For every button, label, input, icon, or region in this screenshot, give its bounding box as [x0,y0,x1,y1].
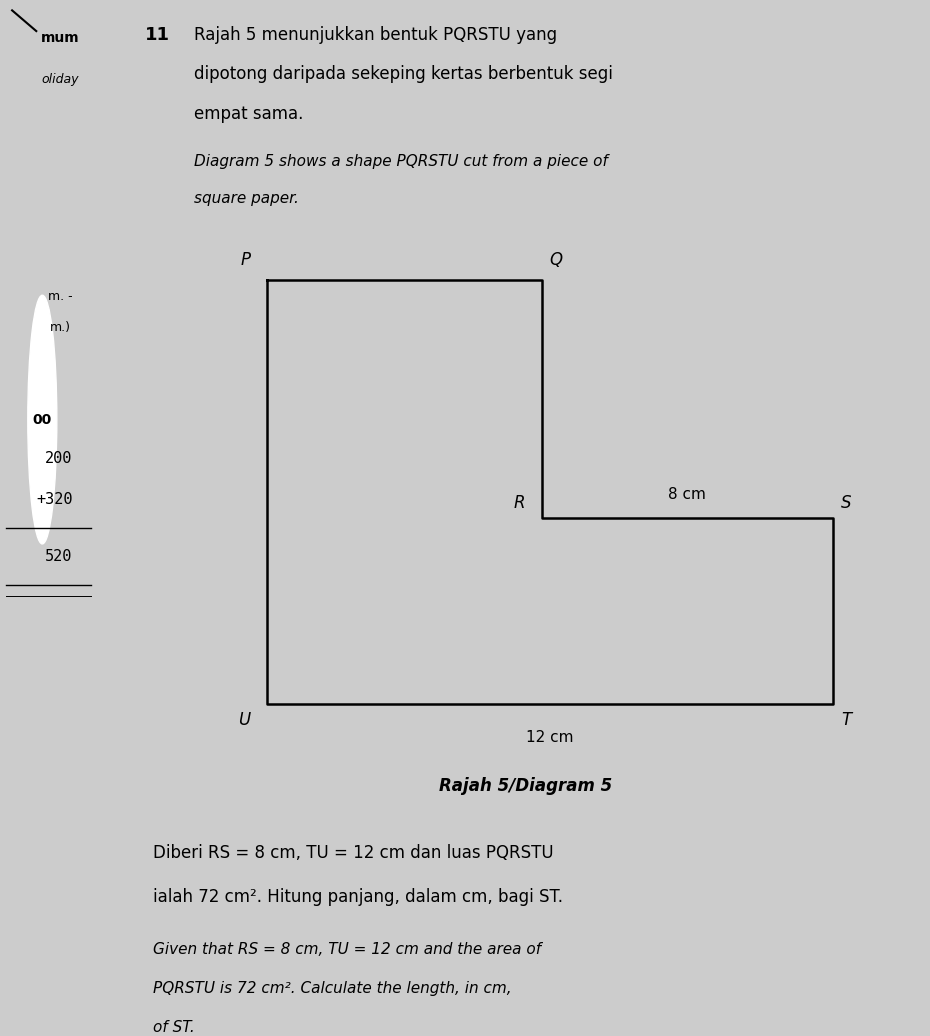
Text: Diberi RS = 8 cm, TU = 12 cm dan luas PQRSTU: Diberi RS = 8 cm, TU = 12 cm dan luas PQ… [153,844,554,862]
Text: T: T [841,711,851,728]
Text: Rajah 5/Diagram 5: Rajah 5/Diagram 5 [439,777,612,795]
Circle shape [28,295,57,544]
Text: oliday: oliday [42,73,79,86]
Text: of ST.: of ST. [153,1020,195,1035]
Text: ialah 72 cm². Hitung panjang, dalam cm, bagi ST.: ialah 72 cm². Hitung panjang, dalam cm, … [153,888,564,905]
Text: R: R [514,494,525,512]
Text: PQRSTU is 72 cm². Calculate the length, in cm,: PQRSTU is 72 cm². Calculate the length, … [153,981,512,996]
Text: m.): m.) [50,321,71,335]
Text: +320: +320 [36,492,73,507]
Text: S: S [841,494,852,512]
Text: Q: Q [550,252,563,269]
Text: Rajah 5 menunjukkan bentuk PQRSTU yang: Rajah 5 menunjukkan bentuk PQRSTU yang [193,26,557,44]
Text: 8 cm: 8 cm [669,488,706,502]
Text: Diagram 5 shows a shape PQRSTU cut from a piece of: Diagram 5 shows a shape PQRSTU cut from … [193,154,607,169]
Text: 12 cm: 12 cm [526,730,574,745]
Text: 200: 200 [46,451,73,465]
Text: empat sama.: empat sama. [193,105,303,122]
Text: U: U [238,711,250,728]
Text: 11: 11 [145,26,170,44]
Text: Given that RS = 8 cm, TU = 12 cm and the area of: Given that RS = 8 cm, TU = 12 cm and the… [153,942,541,956]
Text: dipotong daripada sekeping kertas berbentuk segi: dipotong daripada sekeping kertas berben… [193,65,613,83]
Text: mum: mum [41,31,80,46]
Text: 00: 00 [33,412,52,427]
Text: P: P [240,252,250,269]
Text: square paper.: square paper. [193,191,299,205]
Text: 520: 520 [46,549,73,564]
Text: m. -: m. - [48,290,73,304]
